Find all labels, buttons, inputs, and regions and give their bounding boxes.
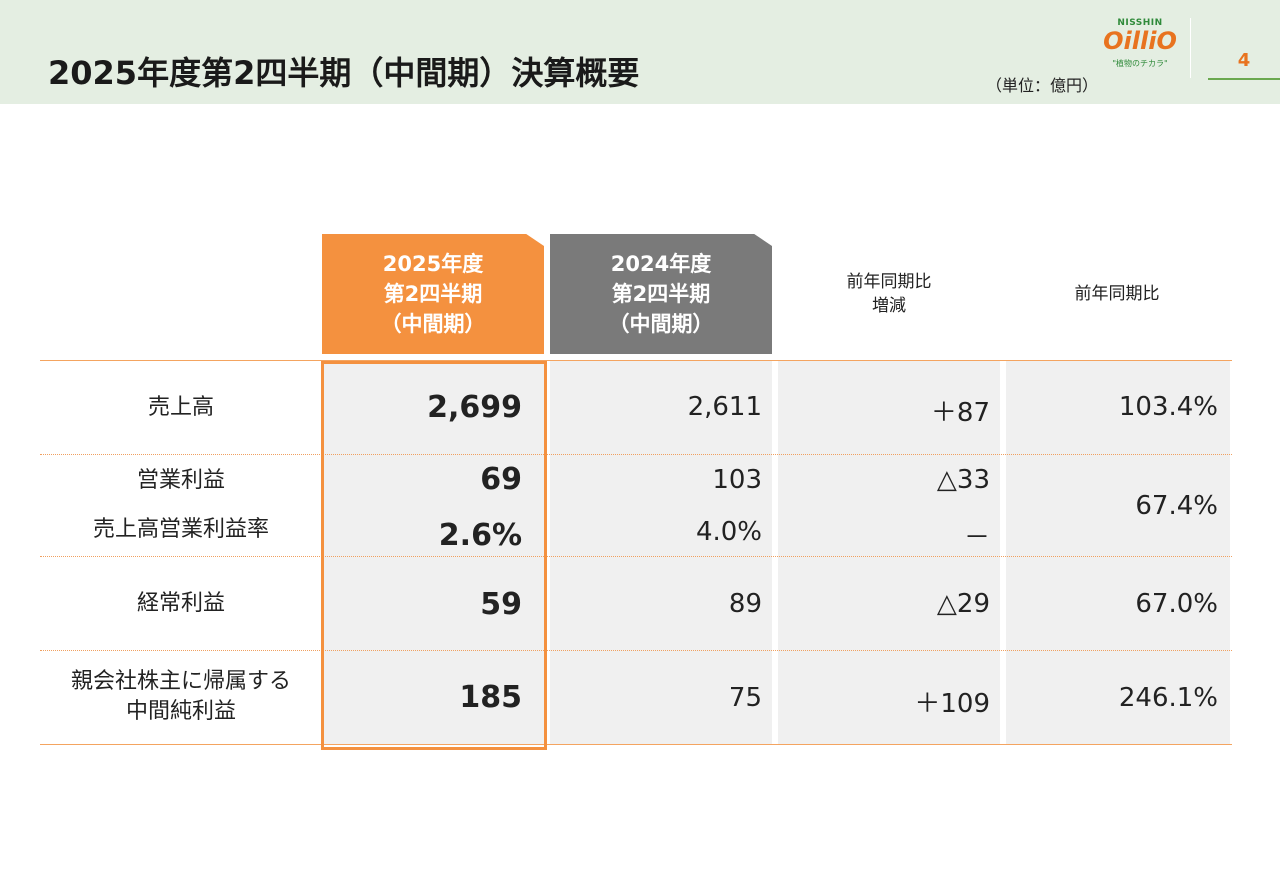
row-label-operating-profit: 営業利益 (136, 468, 225, 493)
value-current-ordinary-profit: 59 (480, 587, 522, 622)
logo-tagline: "植物のチカラ" (1112, 59, 1168, 68)
value-diff-sales: ＋87 (930, 398, 990, 428)
value-ratio-net-income: 246.1% (1118, 683, 1218, 713)
page-title: 2025年度第2四半期（中間期）決算概要 (48, 54, 640, 92)
column-header-previous-line2: 第2四半期 (611, 282, 711, 306)
cell-bg-previous (550, 361, 772, 744)
column-header-current-line1: 2025年度 (382, 252, 484, 276)
page-number: 4 (1237, 50, 1251, 71)
column-header-diff-line2: 増減 (872, 296, 906, 316)
value-diff-operating-profit: △33 (936, 465, 990, 495)
page-number-underline (1208, 78, 1280, 80)
current-column-highlight (321, 361, 547, 750)
row-separator (40, 650, 1232, 651)
header-bar (0, 0, 1280, 104)
table-top-line (40, 360, 1232, 361)
header-divider (1190, 18, 1191, 78)
column-header-diff: 前年同期比 増減 (778, 234, 1000, 354)
cell-bg-current (322, 361, 544, 744)
row-separator (40, 454, 1232, 455)
value-current-operating-margin: 2.6% (438, 518, 522, 553)
column-header-current-line3: （中間期） (380, 312, 486, 336)
value-ratio-sales: 103.4% (1118, 392, 1218, 422)
value-previous-net-income: 75 (728, 683, 762, 713)
value-previous-operating-profit: 103 (712, 465, 762, 495)
logo-top-text: NISSHIN (1117, 18, 1163, 28)
logo-main-text: OilliO (1103, 27, 1177, 55)
row-separator (40, 556, 1232, 557)
row-label-net-income-line2: 中間純利益 (125, 699, 236, 724)
column-header-ratio: 前年同期比 (1074, 284, 1160, 304)
value-diff-operating-margin: － (963, 523, 990, 553)
value-ratio-operating-profit: 67.4% (1135, 491, 1218, 521)
value-ratio-ordinary-profit: 67.0% (1135, 589, 1218, 619)
row-label-operating-margin: 売上高営業利益率 (92, 517, 269, 542)
column-header-previous-line3: （中間期） (608, 312, 714, 336)
value-previous-operating-margin: 4.0% (695, 517, 762, 547)
column-header-diff-line1: 前年同期比 (846, 272, 932, 292)
table-bottom-line (40, 744, 1232, 745)
unit-label: （単位：億円） (986, 76, 1099, 95)
value-diff-ordinary-profit: △29 (936, 589, 990, 619)
value-diff-net-income: ＋109 (914, 689, 990, 719)
row-label-net-income: 親会社株主に帰属する 中間純利益 (40, 667, 322, 727)
value-current-operating-profit: 69 (480, 462, 522, 497)
column-header-current: 2025年度 第2四半期 （中間期） (322, 234, 544, 354)
column-header-previous-line1: 2024年度 (610, 252, 712, 276)
value-current-sales: 2,699 (427, 390, 522, 425)
value-previous-ordinary-profit: 89 (728, 589, 762, 619)
cell-bg-ratio (1006, 361, 1230, 744)
row-label-sales: 売上高 (147, 395, 214, 420)
column-header-current-line2: 第2四半期 (383, 282, 483, 306)
company-logo: NISSHIN OilliO "植物のチカラ" (1100, 18, 1180, 88)
value-current-net-income: 185 (459, 680, 522, 715)
row-label-net-income-line1: 親会社株主に帰属する (70, 669, 291, 694)
cell-bg-diff (778, 361, 1000, 744)
row-label-ordinary-profit: 経常利益 (136, 591, 225, 616)
column-header-previous: 2024年度 第2四半期 （中間期） (550, 234, 772, 354)
value-previous-sales: 2,611 (687, 392, 762, 422)
